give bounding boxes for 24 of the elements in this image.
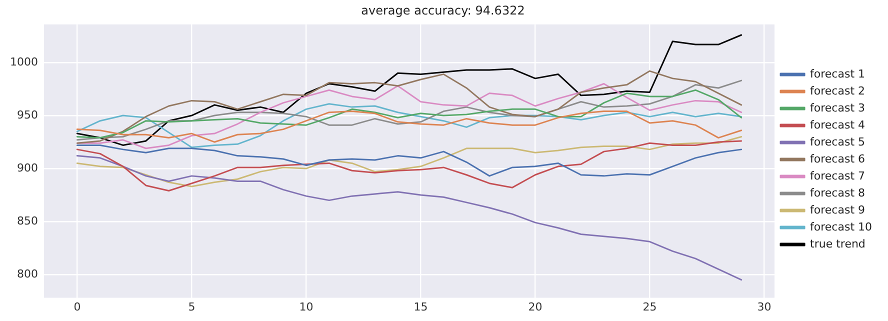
legend-label: forecast 2 (810, 84, 866, 98)
chart-title: average accuracy: 94.6322 (361, 3, 525, 18)
legend-label: forecast 9 (810, 203, 866, 216)
x-tick-label: 5 (188, 300, 196, 314)
x-tick-label: 0 (74, 300, 81, 314)
x-tick-label: 15 (414, 300, 428, 314)
legend-label: forecast 8 (810, 186, 866, 200)
x-tick-label: 20 (528, 300, 542, 314)
y-tick-label: 800 (16, 267, 38, 280)
legend-label: forecast 5 (810, 135, 866, 148)
legend-label: forecast 10 (810, 220, 872, 234)
legend-label: true trend (810, 237, 866, 250)
x-tick-label: 25 (642, 300, 657, 314)
x-tick-label: 10 (299, 300, 314, 314)
legend-label: forecast 1 (810, 67, 866, 80)
y-tick-label: 950 (16, 108, 38, 122)
legend-label: forecast 4 (810, 118, 866, 132)
legend-label: forecast 3 (810, 101, 866, 114)
x-tick-label: 30 (757, 300, 772, 314)
y-tick-label: 1000 (10, 55, 38, 68)
y-tick-label: 850 (16, 214, 38, 228)
y-tick-label: 900 (16, 161, 38, 174)
legend-label: forecast 6 (810, 152, 866, 166)
legend-label: forecast 7 (810, 169, 866, 182)
